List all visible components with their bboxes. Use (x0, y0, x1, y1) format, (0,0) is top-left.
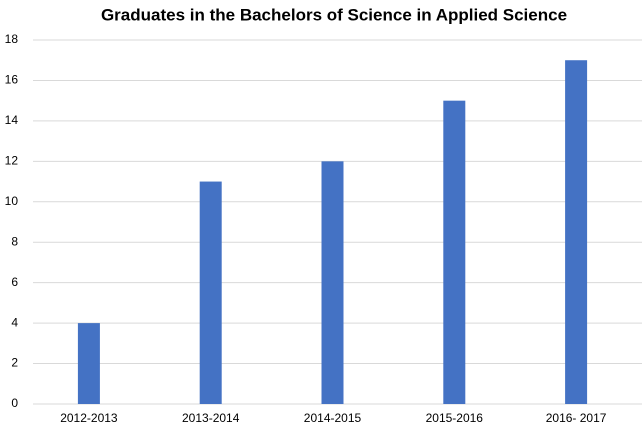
bar (443, 100, 466, 405)
bar (565, 60, 588, 404)
y-tick-label: 18 (5, 32, 19, 46)
bar (77, 323, 100, 404)
y-tick-label: 4 (11, 315, 18, 329)
y-tick-label: 14 (5, 113, 19, 127)
y-tick-label: 6 (11, 275, 18, 289)
y-tick-label: 10 (5, 194, 19, 208)
x-tick-label: 2013-2014 (182, 411, 240, 425)
x-tick-label: 2014-2015 (304, 411, 362, 425)
x-tick-label: 2016- 2017 (546, 411, 607, 425)
bar (321, 161, 344, 404)
x-tick-label: 2012-2013 (60, 411, 118, 425)
y-tick-label: 16 (5, 73, 19, 87)
y-tick-label: 0 (11, 396, 18, 410)
y-tick-label: 2 (11, 356, 18, 370)
y-tick-label: 8 (11, 234, 18, 248)
x-tick-label: 2015-2016 (426, 411, 484, 425)
bar (199, 181, 222, 404)
chart-title: Graduates in the Bachelors of Science in… (101, 5, 567, 24)
y-tick-label: 12 (5, 154, 19, 168)
